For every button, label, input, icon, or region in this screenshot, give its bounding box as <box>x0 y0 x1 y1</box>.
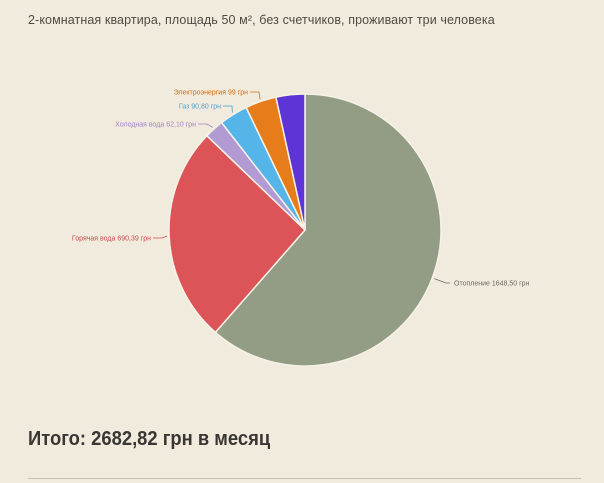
total-amount: Итого: 2682,82 грн в месяц <box>28 428 271 450</box>
slice-label: Горячая вода 690,39 грн <box>72 236 151 243</box>
slice-label: Холодная вода 62,10 грн <box>115 122 196 129</box>
leader-line <box>153 235 168 239</box>
slice-label: Отопление 1648,50 грн <box>454 281 530 288</box>
pie-chart: Отопление 1648,50 грн Горячая вода 690,39… <box>72 90 530 367</box>
leader-line <box>434 278 450 284</box>
chart-subtitle: 2-комнатная квартира, площадь 50 м², без… <box>28 13 495 27</box>
leader-line <box>198 123 213 128</box>
pie-slice <box>214 93 442 367</box>
pie-slice <box>275 93 306 231</box>
slice-label: Газ 90,80 грн <box>179 104 221 111</box>
slice-label: Электроэнергия 99 грн <box>174 90 249 97</box>
leader-line <box>250 91 261 100</box>
bottom-divider <box>28 478 581 479</box>
leader-line <box>223 105 233 113</box>
pie-slice <box>168 134 307 334</box>
